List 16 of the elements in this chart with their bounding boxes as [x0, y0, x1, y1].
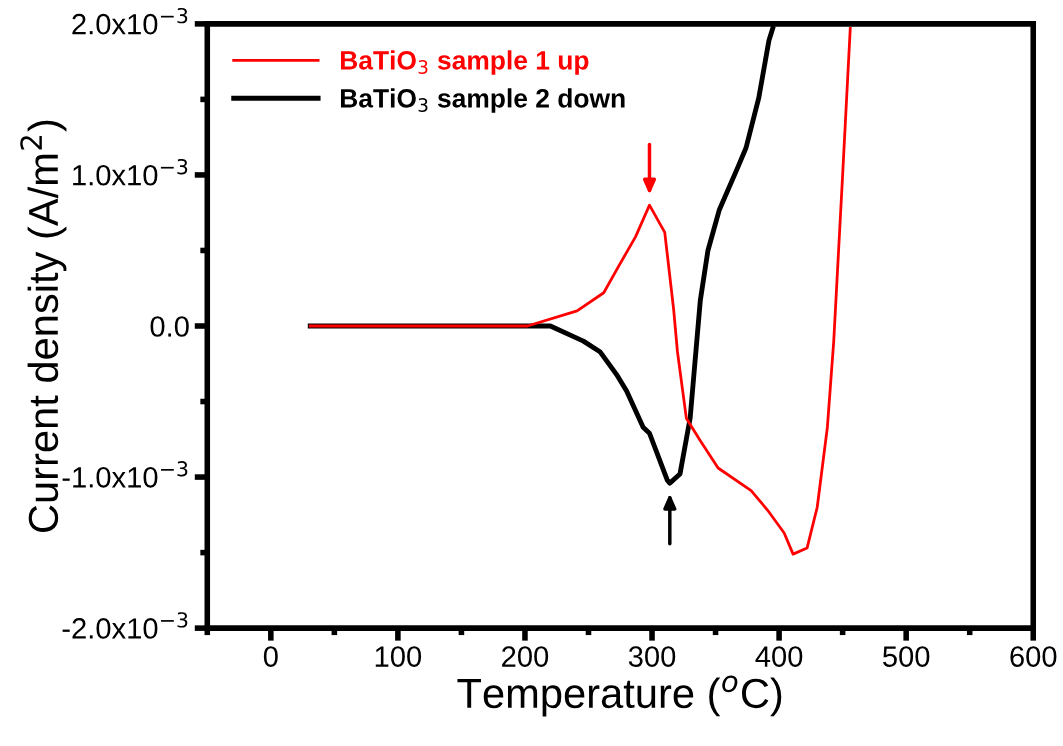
y-tick-label: 0.0	[150, 316, 189, 337]
legend-label: BaTiO$_{3}$ sample 2 down	[340, 88, 625, 113]
x-tick-label: 500	[883, 646, 930, 667]
y-tick-label: -1.0x10$^{−3}$	[62, 461, 188, 488]
x-tick-label: 100	[375, 646, 422, 667]
x-tick-label: 200	[502, 646, 549, 667]
legend-label: BaTiO$_{3}$ sample 1 up	[340, 50, 589, 75]
x-tick-label: 400	[755, 646, 803, 667]
line-series	[308, 27, 852, 556]
y-tick-label: -2.0x10$^{−3}$	[62, 612, 188, 639]
x-axis-title: Temperature ($^{o}$C)	[457, 675, 782, 717]
x-tick-label: 0	[263, 646, 278, 667]
y-tick-label: 2.0x10$^{−3}$	[72, 7, 188, 35]
x-tick-label: 600	[1010, 646, 1057, 667]
y-tick-label: 1.0x10$^{−3}$	[73, 158, 188, 186]
x-tick-label: 300	[628, 646, 676, 667]
